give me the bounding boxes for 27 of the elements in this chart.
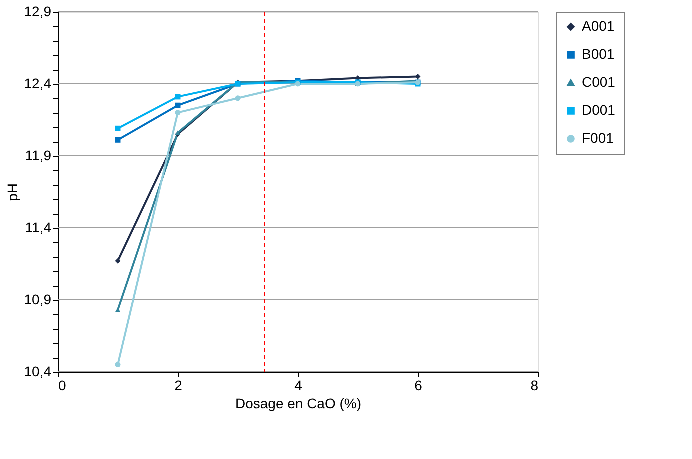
x-tick-label: 4 <box>294 378 303 394</box>
legend-label: B001 <box>582 46 615 62</box>
point <box>115 362 121 368</box>
point <box>175 110 181 116</box>
point <box>175 102 181 108</box>
point <box>115 258 121 264</box>
y-tick-label: 11,9 <box>25 148 52 164</box>
point <box>175 94 181 100</box>
y-tick-label: 11,4 <box>25 220 52 236</box>
y-tick-label: 12,9 <box>24 4 52 20</box>
x-tick-label: 0 <box>58 378 66 394</box>
y-tick-label: 10,4 <box>24 364 52 380</box>
point <box>115 137 121 143</box>
point <box>115 126 121 132</box>
legend-label: F001 <box>582 130 614 146</box>
y-tick-label: 10,9 <box>24 292 52 308</box>
y-axis-title: pH <box>4 184 20 202</box>
legend-label: C001 <box>582 74 616 90</box>
x-tick-label: 6 <box>414 378 423 394</box>
y-tick-label: 12,4 <box>24 76 52 92</box>
legend-label: A001 <box>582 18 615 34</box>
x-axis-title: Dosage en CaO (%) <box>235 396 362 412</box>
legend-label: D001 <box>582 102 616 118</box>
x-tick-label: 2 <box>174 378 183 394</box>
x-tick-label: 8 <box>530 378 539 394</box>
point <box>115 308 121 312</box>
point <box>235 96 241 102</box>
